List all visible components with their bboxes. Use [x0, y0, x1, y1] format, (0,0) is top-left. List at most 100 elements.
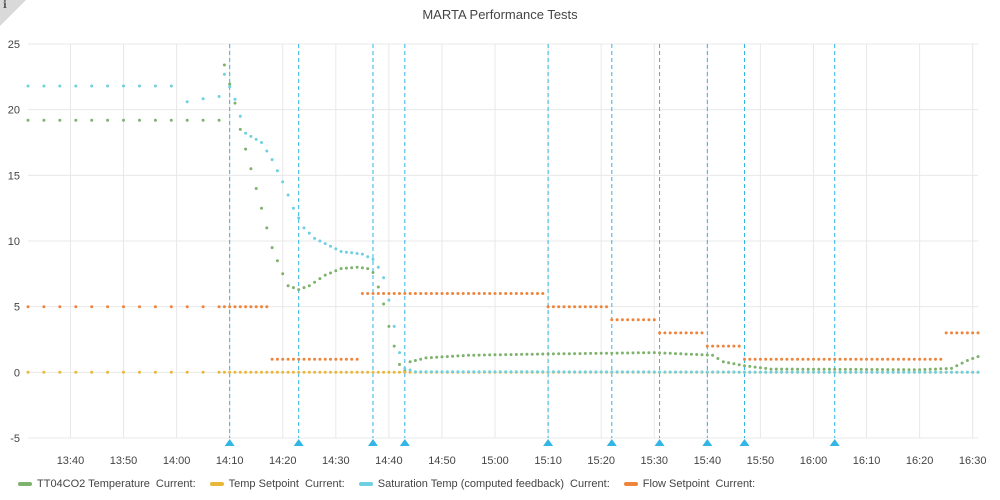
- data-point: [318, 357, 322, 361]
- data-point: [785, 357, 789, 361]
- data-point: [769, 367, 773, 371]
- data-point: [652, 318, 656, 322]
- data-point: [74, 84, 78, 88]
- data-point: [950, 331, 953, 335]
- data-point: [344, 357, 348, 361]
- data-point: [323, 273, 327, 277]
- data-point: [366, 255, 370, 259]
- data-point: [849, 367, 853, 371]
- data-point: [169, 305, 173, 309]
- data-point: [647, 370, 651, 374]
- data-point: [801, 357, 805, 361]
- data-point: [122, 118, 125, 122]
- data-point: [658, 331, 662, 335]
- data-point: [578, 352, 582, 356]
- data-point: [955, 364, 959, 368]
- annotation-marker[interactable]: [399, 439, 410, 446]
- data-point: [222, 63, 226, 67]
- data-point: [541, 352, 545, 356]
- data-point: [153, 84, 157, 88]
- data-point: [403, 370, 407, 374]
- data-point: [435, 370, 439, 374]
- data-point: [493, 370, 497, 374]
- annotation-marker[interactable]: [654, 439, 665, 446]
- data-point: [652, 351, 656, 355]
- legend-item-temp-setpoint[interactable]: Temp Setpoint Current:: [209, 478, 345, 490]
- legend-item-saturation[interactable]: Saturation Temp (computed feedback) Curre…: [358, 478, 610, 490]
- legend-label: Flow Setpoint: [642, 478, 710, 490]
- x-tick-label: 15:00: [481, 455, 509, 467]
- data-point: [605, 351, 608, 355]
- data-point: [461, 354, 465, 358]
- annotation-marker[interactable]: [702, 439, 713, 446]
- data-point: [419, 357, 423, 361]
- data-point: [827, 357, 831, 361]
- annotation-marker[interactable]: [543, 439, 554, 446]
- data-point: [939, 357, 943, 361]
- data-point: [599, 305, 603, 309]
- data-point: [249, 134, 253, 138]
- data-point: [737, 370, 741, 374]
- data-point: [822, 367, 826, 371]
- data-point: [445, 292, 449, 295]
- x-tick-label: 15:40: [694, 455, 722, 467]
- data-point: [663, 370, 667, 374]
- data-point: [605, 305, 608, 309]
- data-point: [594, 305, 598, 309]
- data-point: [753, 365, 757, 369]
- data-point: [663, 351, 667, 355]
- data-point: [244, 370, 248, 374]
- annotation-marker[interactable]: [739, 439, 750, 446]
- info-icon[interactable]: i: [3, 0, 7, 11]
- data-point: [291, 286, 295, 290]
- data-point: [467, 292, 470, 295]
- data-point: [711, 344, 715, 348]
- data-point: [329, 357, 332, 361]
- annotation-marker[interactable]: [367, 439, 378, 446]
- data-point: [286, 370, 290, 374]
- data-point: [620, 370, 624, 374]
- data-point: [488, 292, 492, 295]
- data-point: [217, 305, 221, 309]
- plot-area[interactable]: 25 20 15 10 5 0 -5 13:40 13:50 14:00 14:10 14:20 14…: [0, 0, 1000, 470]
- data-point: [769, 357, 773, 361]
- panel-title[interactable]: MARTA Performance Tests: [422, 7, 578, 22]
- annotation-marker[interactable]: [829, 439, 840, 446]
- annotation-marker[interactable]: [606, 439, 617, 446]
- data-point: [896, 368, 900, 372]
- data-point: [589, 351, 593, 355]
- annotation-marker[interactable]: [293, 439, 304, 446]
- data-point: [360, 252, 364, 256]
- data-point: [260, 370, 263, 374]
- info-corner[interactable]: [0, 0, 26, 26]
- data-point: [350, 266, 354, 270]
- data-point: [382, 302, 386, 306]
- data-point: [329, 271, 332, 275]
- data-point: [350, 357, 354, 361]
- data-point: [185, 305, 189, 309]
- annotation-marker[interactable]: [224, 439, 235, 446]
- data-point: [658, 370, 662, 374]
- legend-item-flow-setpoint[interactable]: Flow Setpoint Current:: [623, 478, 755, 490]
- data-point: [732, 362, 736, 366]
- data-point: [260, 305, 263, 309]
- x-tick-label: 16:20: [906, 455, 934, 467]
- legend-item-tt04co2[interactable]: TT04CO2 Temperature Current:: [18, 478, 196, 490]
- data-point: [291, 206, 295, 210]
- data-point: [360, 370, 364, 374]
- data-point: [939, 370, 943, 374]
- data-point: [217, 370, 221, 374]
- data-point: [419, 370, 423, 374]
- data-point: [827, 367, 831, 371]
- data-point: [525, 370, 529, 374]
- data-point: [260, 141, 263, 144]
- data-point: [58, 370, 62, 374]
- data-point: [891, 357, 895, 361]
- data-point: [695, 353, 699, 356]
- data-point: [700, 331, 704, 335]
- data-point: [265, 226, 269, 230]
- data-point: [90, 305, 94, 309]
- data-point: [228, 305, 232, 309]
- data-point: [546, 305, 550, 309]
